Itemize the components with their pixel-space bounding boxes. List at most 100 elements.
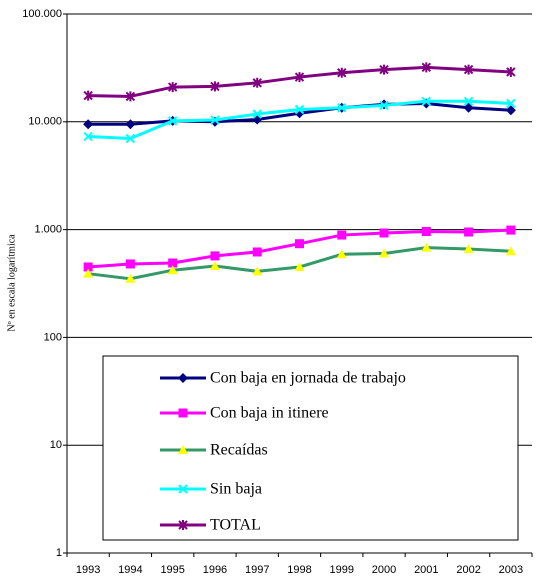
marker [421, 242, 432, 252]
marker-shape [337, 230, 347, 240]
marker [379, 100, 389, 111]
marker-shape [83, 262, 93, 272]
marker-shape [167, 116, 178, 126]
x-tick-label: 1999 [330, 564, 354, 576]
marker-shape [252, 247, 262, 257]
marker [209, 260, 220, 270]
marker-shape [464, 227, 474, 237]
marker-shape [209, 260, 220, 270]
marker [83, 90, 93, 101]
marker-shape [83, 119, 94, 130]
marker-shape [178, 445, 188, 454]
marker [506, 225, 516, 235]
marker [463, 64, 474, 75]
marker-shape [505, 105, 516, 116]
marker [125, 91, 136, 102]
marker [337, 230, 347, 240]
marker [463, 244, 474, 254]
marker-shape [83, 131, 93, 142]
marker-shape [421, 242, 432, 252]
marker-shape [463, 64, 474, 75]
marker [464, 227, 474, 237]
marker [125, 119, 136, 130]
marker [337, 67, 347, 78]
marker [210, 115, 220, 125]
marker [125, 273, 136, 283]
x-tick-label: 1993 [76, 564, 100, 576]
marker-shape [294, 72, 305, 83]
marker [210, 81, 220, 92]
marker [294, 72, 305, 83]
marker [167, 116, 178, 126]
marker-shape [168, 258, 178, 268]
x-tick-label: 2002 [456, 564, 480, 576]
marker-shape [178, 520, 188, 530]
marker [294, 104, 305, 115]
marker [83, 268, 94, 278]
marker-shape [294, 261, 305, 271]
marker [379, 64, 389, 75]
marker-shape [421, 96, 432, 106]
marker [83, 262, 93, 272]
marker [178, 373, 188, 383]
legend-label: Recaídas [210, 442, 268, 459]
marker [252, 266, 263, 276]
marker [294, 261, 305, 271]
marker-shape [506, 225, 516, 235]
marker-shape [295, 239, 304, 249]
x-tick-label: 1997 [245, 564, 269, 576]
marker [178, 520, 188, 530]
marker [252, 247, 262, 257]
marker-shape [463, 102, 474, 113]
x-tick-label: 1995 [160, 564, 184, 576]
x-tick-label: 2003 [499, 564, 523, 576]
marker [178, 484, 188, 494]
marker-shape [125, 91, 136, 102]
marker [295, 239, 304, 249]
marker-shape [506, 66, 516, 77]
marker-shape [379, 100, 389, 111]
marker-shape [210, 115, 220, 125]
legend-label: Con baja en jornada de trabajo [210, 370, 406, 387]
marker [421, 96, 432, 106]
marker-shape [421, 62, 432, 73]
marker [336, 249, 347, 259]
y-tick-label: 1.000 [34, 224, 62, 236]
marker-shape [337, 67, 347, 78]
marker [210, 251, 220, 261]
x-tick-label: 1998 [287, 564, 311, 576]
legend-label: Con baja in itinere [210, 405, 329, 422]
marker-shape [178, 484, 188, 494]
marker [167, 82, 178, 93]
marker [421, 62, 432, 73]
marker [379, 228, 389, 238]
y-tick-label: 10.000 [28, 116, 62, 128]
marker [178, 445, 188, 454]
marker [168, 258, 178, 268]
marker [125, 259, 135, 269]
marker-shape [463, 244, 474, 254]
marker-shape [379, 64, 389, 75]
marker [167, 265, 178, 275]
marker [337, 103, 347, 113]
marker-shape [379, 248, 390, 258]
marker-shape [252, 266, 263, 276]
marker [505, 246, 516, 256]
marker-shape [421, 227, 431, 237]
marker-shape [252, 109, 262, 119]
marker [83, 131, 93, 142]
marker [125, 133, 136, 144]
marker-shape [167, 82, 178, 93]
marker-shape [294, 104, 305, 115]
y-tick-label: 100 [44, 331, 62, 343]
x-tick-label: 2000 [372, 564, 396, 576]
marker-shape [125, 259, 135, 269]
marker-shape [125, 119, 136, 130]
x-tick-label: 1994 [118, 564, 142, 576]
marker [506, 98, 516, 109]
marker-shape [125, 133, 136, 144]
marker-shape [178, 373, 188, 383]
y-tick-label: 1 [56, 547, 62, 559]
legend-label: TOTAL [210, 517, 261, 534]
